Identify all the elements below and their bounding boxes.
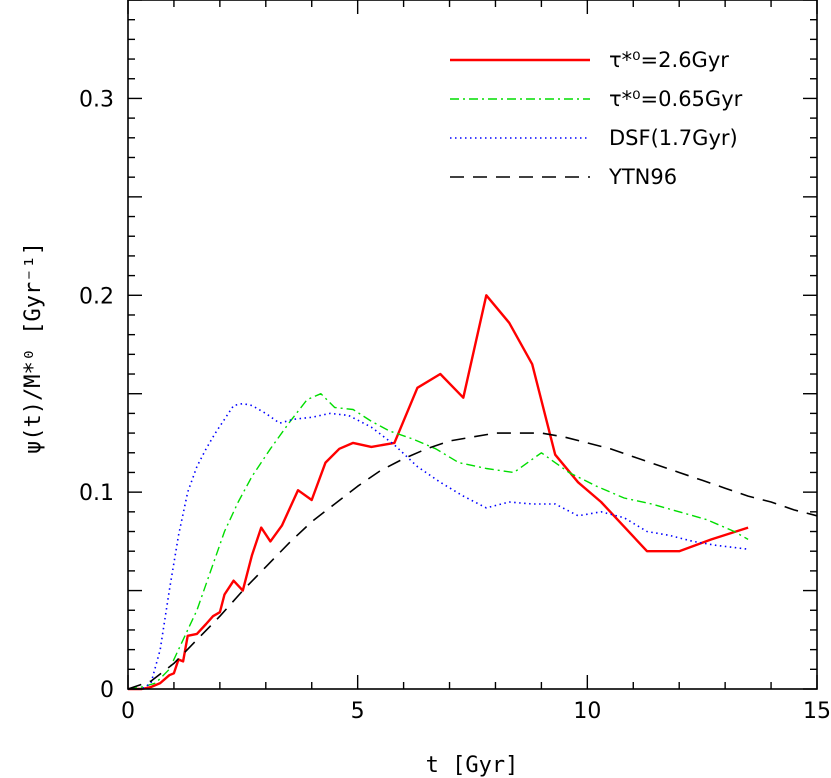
- series-layer: [127, 294, 818, 691]
- x-axis-title: t [Gyr]: [426, 753, 519, 778]
- x-tick-label: 10: [573, 699, 601, 724]
- series-line-3: [127, 432, 818, 690]
- legend-label-1: τ*⁰=0.65Gyr: [609, 87, 743, 111]
- ticks-layer: [127, 0, 818, 690]
- y-tick-label: 0.3: [79, 87, 114, 112]
- x-tick-label: 0: [121, 699, 135, 724]
- series-line-0: [128, 294, 749, 691]
- y-tick-label: 0: [100, 678, 114, 703]
- plot-frame: [127, 0, 818, 690]
- legend-label-3: YTN96: [608, 165, 677, 189]
- series-line-1: [127, 393, 749, 690]
- legend-label-2: DSF(1.7Gyr): [609, 126, 738, 150]
- x-tick-label: 5: [351, 699, 365, 724]
- x-tick-label: 15: [803, 699, 831, 724]
- legend: τ*⁰=2.6Gyr τ*⁰=0.65Gyr DSF(1.7Gyr) YTN96: [450, 48, 743, 189]
- tick-labels-layer: 0 5 10 15 0 0.1 0.2 0.3: [79, 87, 831, 724]
- y-tick-label: 0.1: [79, 481, 114, 506]
- y-axis-title: ψ(t)/M*⁰ [Gyr⁻¹]: [21, 242, 46, 454]
- legend-label-0: τ*⁰=2.6Gyr: [609, 48, 729, 72]
- series-line-2: [128, 402, 749, 690]
- y-tick-label: 0.2: [79, 284, 114, 309]
